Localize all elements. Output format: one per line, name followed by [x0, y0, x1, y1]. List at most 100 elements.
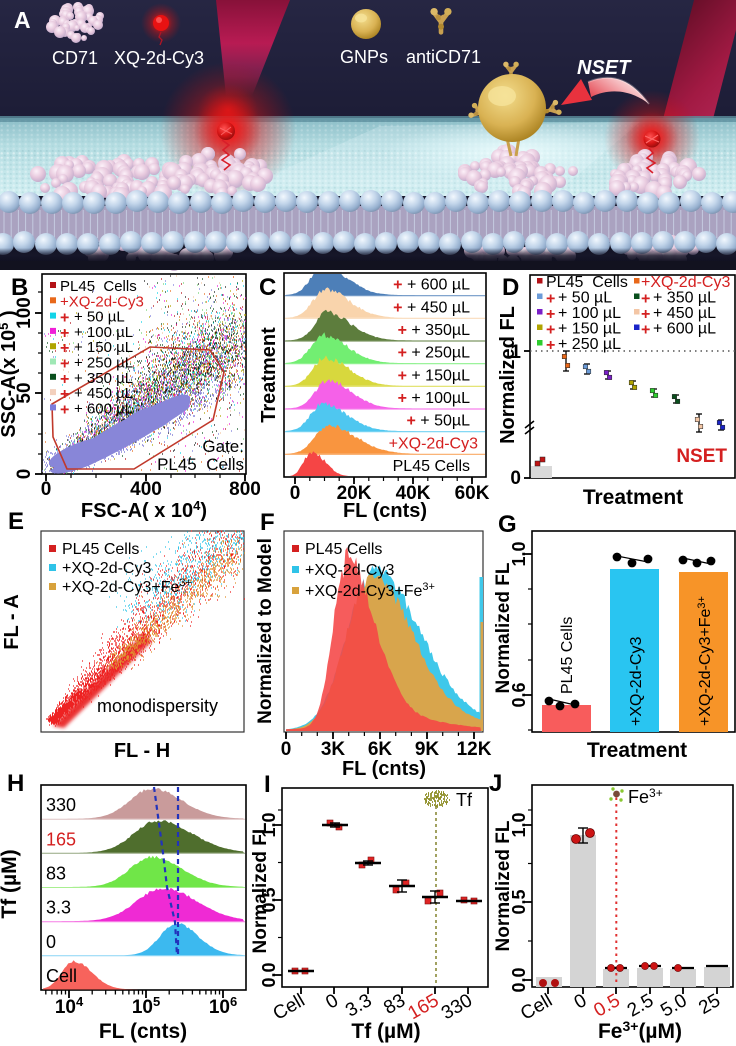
svg-text:NSET: NSET — [577, 57, 632, 79]
svg-text:E: E — [8, 508, 24, 535]
svg-text:PL45 Cells: PL45 Cells — [305, 541, 382, 558]
svg-text:Cell: Cell — [270, 990, 309, 1025]
svg-text:0: 0 — [41, 479, 52, 500]
svg-text:XQ-2d-Cy3: XQ-2d-Cy3 — [114, 48, 204, 68]
svg-text:FL (cnts): FL (cnts) — [342, 758, 426, 780]
svg-text:+ 50 µL: + 50 µL — [74, 309, 125, 326]
svg-text:0: 0 — [46, 932, 56, 952]
svg-text:0: 0 — [322, 990, 342, 1013]
svg-text:+ 50 µL: + 50 µL — [558, 290, 612, 307]
svg-text:Normalized FL: Normalized FL — [497, 306, 519, 444]
svg-text:+: + — [546, 291, 555, 308]
svg-text:0: 0 — [281, 739, 292, 760]
svg-text:+ 150 µL: + 150 µL — [558, 321, 621, 338]
svg-text:G: G — [498, 511, 517, 538]
svg-text:Fe3+(µM): Fe3+(µM) — [598, 1018, 682, 1043]
svg-text:B: B — [11, 274, 28, 301]
svg-text:FL - A: FL - A — [1, 594, 23, 650]
svg-text:100: 100 — [14, 297, 35, 329]
svg-text:PL45 Cells: PL45 Cells — [546, 274, 628, 291]
svg-text:+ + 150µL: + + 150µL — [398, 367, 471, 384]
svg-text:A: A — [14, 7, 31, 33]
svg-text:NSET: NSET — [676, 446, 727, 467]
svg-text:1.0: 1.0 — [509, 541, 529, 566]
svg-text:0: 0 — [571, 990, 591, 1013]
svg-text:106: 106 — [209, 994, 237, 1018]
svg-text:0.0: 0.0 — [259, 962, 279, 987]
svg-text:SSC-A(x 105 ): SSC-A(x 105 ) — [0, 310, 20, 437]
svg-text:83: 83 — [46, 864, 66, 884]
svg-text:Tf (µM): Tf (µM) — [351, 1020, 420, 1043]
svg-text:+ + 50µL: + + 50µL — [407, 413, 471, 430]
svg-text:+XQ-2d-Cy3: +XQ-2d-Cy3 — [62, 560, 151, 577]
svg-text:+: + — [60, 356, 69, 373]
svg-text:Tf (µM): Tf (µM) — [0, 849, 21, 918]
svg-text:25: 25 — [695, 990, 724, 1019]
svg-text:+ 100 µL: + 100 µL — [74, 324, 133, 341]
svg-text:+ 250 µL: + 250 µL — [74, 355, 133, 372]
svg-text:monodispersity: monodispersity — [97, 696, 218, 716]
svg-text:1: 1 — [510, 342, 521, 363]
svg-text:+XQ-2d-Cy3+Fe3+: +XQ-2d-Cy3+Fe3+ — [305, 581, 435, 600]
svg-text:I: I — [264, 771, 271, 798]
svg-text:60K: 60K — [455, 483, 490, 504]
svg-text:12K: 12K — [457, 739, 492, 760]
svg-text:FL - H: FL - H — [114, 740, 170, 762]
svg-text:PL45 Cells: PL45 Cells — [60, 278, 137, 295]
svg-text:+XQ-2d-Cy3+Fe3+: +XQ-2d-Cy3+Fe3+ — [62, 577, 192, 596]
svg-text:PL45 Cells: PL45 Cells — [157, 455, 244, 474]
svg-text:+: + — [60, 386, 69, 403]
svg-text:83: 83 — [380, 990, 409, 1019]
svg-text:PL45 Cells: PL45 Cells — [393, 458, 470, 475]
svg-text:antiCD71: antiCD71 — [406, 47, 481, 67]
svg-text:0.0: 0.0 — [509, 967, 529, 992]
svg-text:+: + — [546, 337, 555, 354]
svg-text:3K: 3K — [321, 739, 346, 760]
svg-text:FSC-A( x 104): FSC-A( x 104) — [81, 498, 207, 522]
svg-text:+XQ-2d-Cy3: +XQ-2d-Cy3 — [60, 293, 144, 310]
svg-text:+ + 450 µL: + + 450 µL — [393, 299, 470, 316]
svg-text:Tf: Tf — [456, 790, 473, 810]
svg-text:PL45 Cells: PL45 Cells — [559, 617, 576, 694]
svg-text:Normalized FL: Normalized FL — [250, 822, 271, 953]
svg-text:F: F — [260, 509, 275, 536]
svg-text:0.5: 0.5 — [590, 990, 623, 1021]
svg-text:FL (cnts): FL (cnts) — [343, 500, 427, 522]
svg-text:+: + — [60, 340, 69, 357]
svg-text:+ 450 µL: + 450 µL — [653, 305, 716, 322]
svg-text:+: + — [60, 401, 69, 418]
svg-text:0: 0 — [510, 468, 521, 489]
svg-text:Treatment: Treatment — [258, 327, 280, 423]
svg-text:+: + — [60, 371, 69, 388]
svg-text:+: + — [641, 322, 650, 339]
svg-text:+XQ-2d-Cy3: +XQ-2d-Cy3 — [389, 435, 478, 452]
svg-text:+XQ-2d-Cy3: +XQ-2d-Cy3 — [628, 637, 645, 726]
svg-text:0: 0 — [290, 483, 301, 504]
svg-text:+XQ-2d-Cy3: +XQ-2d-Cy3 — [305, 562, 394, 579]
svg-text:Normalized FL: Normalized FL — [493, 820, 514, 951]
svg-text:400: 400 — [130, 479, 162, 500]
svg-text:6K: 6K — [368, 739, 393, 760]
svg-text:330: 330 — [438, 990, 476, 1024]
svg-text:+: + — [641, 291, 650, 308]
svg-text:D: D — [502, 274, 519, 301]
svg-text:+ + 600 µL: + + 600 µL — [393, 277, 470, 294]
svg-text:+: + — [60, 325, 69, 342]
svg-text:40K: 40K — [396, 483, 431, 504]
svg-text:+XQ-2d-Cy3+Fe3+: +XQ-2d-Cy3+Fe3+ — [696, 596, 714, 726]
svg-text:H: H — [7, 770, 24, 797]
svg-text:CD71: CD71 — [52, 48, 98, 68]
svg-text:0.6: 0.6 — [509, 682, 529, 707]
svg-text:+ + 250µL: + + 250µL — [398, 345, 471, 362]
svg-text:PL45 Cells: PL45 Cells — [62, 541, 139, 558]
svg-text:5.0: 5.0 — [657, 990, 690, 1021]
svg-text:Normalized FL: Normalized FL — [493, 562, 514, 693]
svg-text:C: C — [259, 274, 276, 301]
svg-text:1.0: 1.0 — [259, 812, 279, 837]
svg-text:Gate:: Gate: — [202, 437, 244, 456]
svg-text:+: + — [60, 310, 69, 327]
svg-text:50: 50 — [14, 382, 35, 403]
svg-text:+ 350 µL: + 350 µL — [74, 370, 133, 387]
svg-text:+: + — [546, 306, 555, 323]
svg-text:330: 330 — [46, 795, 76, 815]
